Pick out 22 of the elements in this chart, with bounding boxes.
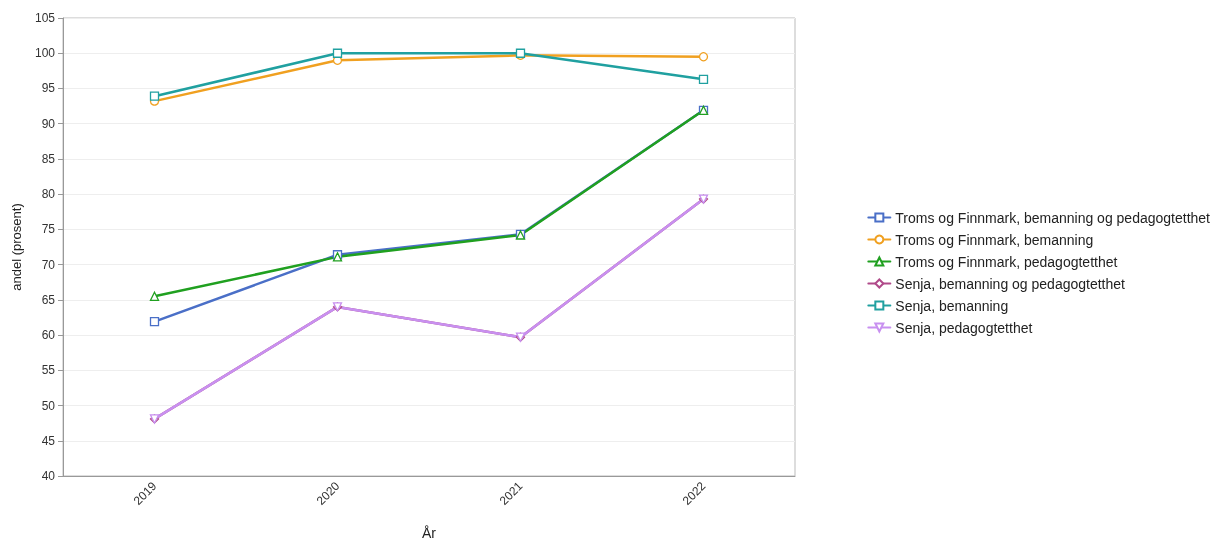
y-tick-label: 100: [34, 46, 56, 61]
y-tick-label: 45: [41, 433, 56, 448]
x-axis-title: År: [422, 525, 437, 541]
y-tick-label: 95: [41, 81, 56, 96]
y-tick-label: 75: [41, 222, 56, 237]
legend-label: Senja, pedagogtetthet: [895, 319, 1033, 336]
legend-label: Troms og Finnmark, bemanning: [895, 231, 1094, 248]
y-tick-label: 90: [41, 116, 56, 131]
y-tick-label: 70: [41, 257, 56, 272]
legend-label: Troms og Finnmark, bemanning og pedagogtetthet: [895, 209, 1211, 226]
y-tick-label: 80: [41, 187, 56, 202]
legend-label: Troms og Finnmark, pedagogtetthet: [895, 253, 1118, 270]
y-tick-label: 40: [41, 469, 56, 483]
y-tick-label: 60: [41, 328, 56, 343]
y-tick-label: 50: [41, 398, 56, 413]
legend-label: Senja, bemanning og pedagogtetthet: [895, 275, 1126, 292]
y-tick-label: 85: [41, 151, 56, 166]
y-axis-title: andel (prosent): [9, 203, 24, 291]
y-tick-label: 55: [41, 363, 56, 378]
legend-label: Senja, bemanning: [895, 297, 1009, 314]
y-tick-label: 65: [41, 292, 56, 307]
y-tick-label: 105: [34, 11, 56, 25]
